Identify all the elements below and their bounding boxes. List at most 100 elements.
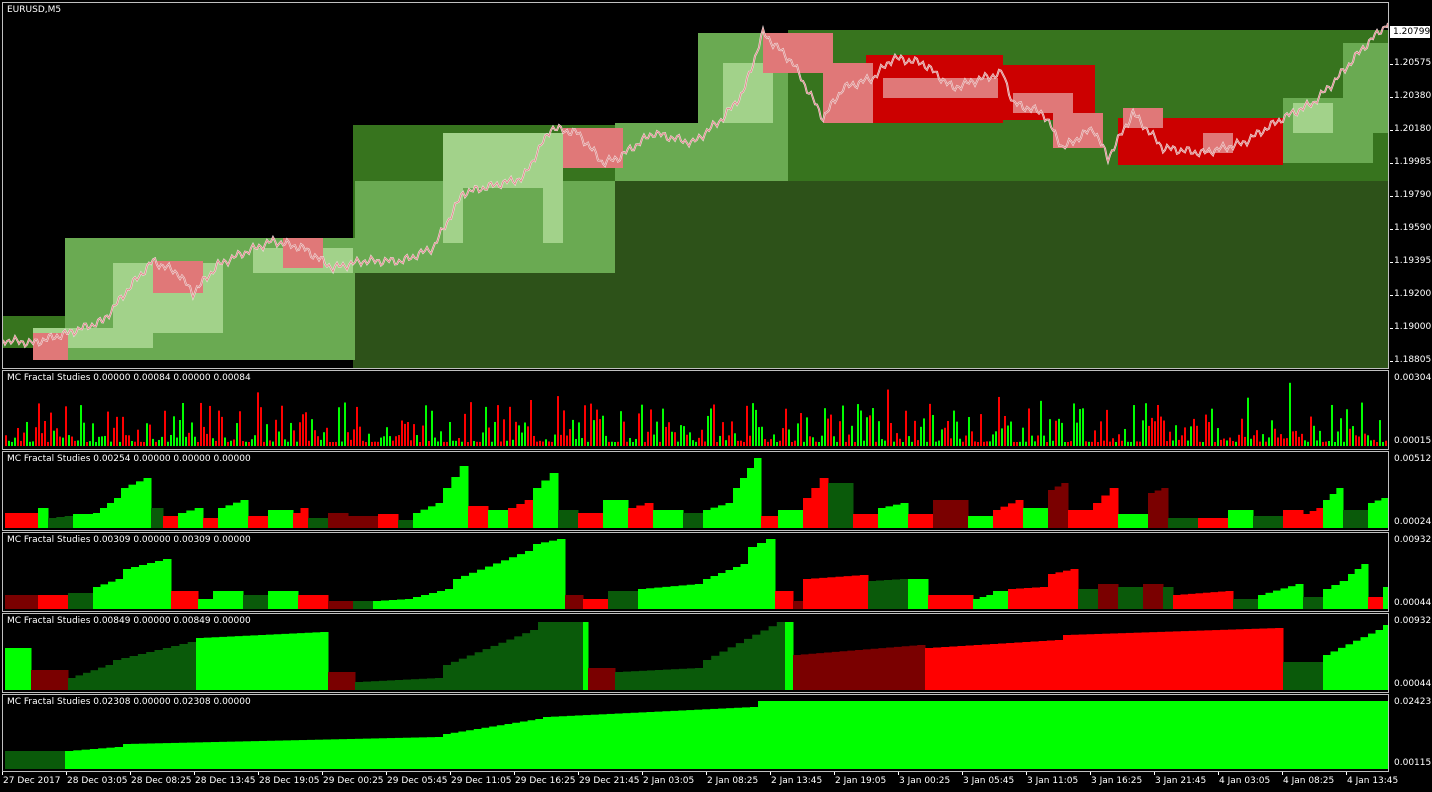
ramp-bar	[909, 701, 918, 769]
ramp-bar	[862, 649, 872, 690]
ramp-bar	[744, 638, 753, 690]
ramp-bar	[943, 595, 951, 609]
ramp-bar	[615, 672, 624, 690]
ramp-bar	[213, 591, 221, 609]
ramp-bar	[1339, 581, 1349, 609]
spike-bar	[1277, 437, 1279, 446]
ramp-bar	[474, 652, 484, 690]
indicator-pane-2[interactable]: MC Fractal Studies 0.00254 0.00000 0.000…	[2, 451, 1389, 531]
indicator-axis-4[interactable]: 0.00932 0.00044	[1390, 613, 1432, 693]
spike-bar	[368, 433, 370, 446]
ramp-bar	[250, 635, 259, 690]
ramp-bar	[694, 584, 704, 609]
ramp-bar	[5, 648, 15, 690]
spike-bar	[482, 432, 484, 446]
ramp-bar	[1024, 588, 1033, 609]
current-price-tag: 1.20799	[1390, 26, 1430, 38]
ramp-bar	[760, 630, 770, 690]
spike-bar	[581, 438, 583, 446]
ramp-bar	[458, 658, 468, 690]
ramp-bar	[108, 581, 116, 609]
ramp-bar	[242, 635, 251, 690]
price-tick-label: 1.18805	[1394, 355, 1432, 365]
spike-bar	[335, 441, 337, 446]
spike-bar	[479, 441, 481, 446]
spike-bar	[1373, 439, 1375, 446]
indicator-axis-3[interactable]: 0.00932 0.00044	[1390, 532, 1432, 612]
spike-bar	[206, 433, 208, 446]
time-axis[interactable]: 27 Dec 2017 28 Dec 03:05 28 Dec 08:25 28 De…	[0, 772, 1432, 792]
spike-bar	[146, 423, 148, 446]
spike-bar	[569, 429, 571, 446]
spike-bar	[782, 428, 784, 446]
ramp-bar	[1280, 588, 1289, 609]
ramp-bar	[789, 701, 799, 769]
indicator-pane-4[interactable]: MC Fractal Studies 0.00849 0.00000 0.008…	[2, 613, 1389, 693]
ramp-bar	[1316, 508, 1324, 528]
ramp-bar	[1000, 506, 1009, 528]
ramp-bar	[675, 510, 684, 528]
spike-bar	[755, 409, 757, 446]
ramp-bar	[344, 601, 354, 609]
ramp-bar	[1296, 510, 1304, 528]
spike-bar	[962, 441, 964, 446]
indicator-axis-2[interactable]: 0.00512 0.00024	[1390, 451, 1432, 531]
spike-bar	[188, 432, 190, 446]
indicator-axis-1[interactable]: 0.00304 0.00015	[1390, 370, 1432, 450]
spike-bar	[989, 441, 991, 446]
spike-bar	[1262, 434, 1264, 446]
ramp-bar	[1005, 701, 1014, 769]
ramp-bar	[57, 751, 66, 769]
spike-bar	[140, 441, 142, 446]
spike-bar	[11, 441, 13, 446]
ramp-bar	[1055, 572, 1064, 609]
price-chart-pane[interactable]: EURUSD,M5	[2, 2, 1389, 369]
ramp-bar	[81, 749, 91, 769]
spike-bar	[161, 436, 163, 446]
spike-bar	[1112, 438, 1114, 446]
indicator-pane-5[interactable]: MC Fractal Studies 0.02308 0.00000 0.023…	[2, 694, 1389, 772]
spike-bar	[779, 440, 781, 446]
spike-bar	[980, 414, 982, 446]
indicator-pane-1[interactable]: MC Fractal Studies 0.00000 0.00084 0.000…	[2, 370, 1389, 450]
spike-bar	[1145, 403, 1147, 446]
spike-bar	[863, 440, 865, 446]
time-tick-mark	[1154, 772, 1155, 775]
price-axis[interactable]: 1.20575 1.20380 1.20180 1.19985 1.19790 1.195…	[1390, 2, 1432, 369]
spike-bar	[305, 412, 307, 446]
spike-bar	[425, 405, 427, 446]
ramp-bar	[179, 742, 188, 769]
spike-bar	[1223, 438, 1225, 446]
time-tick-label: 29 Dec 21:45	[579, 776, 640, 786]
spike-bar	[1244, 436, 1246, 446]
ramp-bar	[68, 593, 77, 609]
ramp-bar	[1210, 592, 1219, 609]
ramp-bar	[496, 725, 506, 769]
spike-bar	[314, 430, 316, 446]
indicator-axis-5[interactable]: 0.02423 0.00115	[1390, 694, 1432, 772]
ramp-bar	[198, 599, 206, 609]
ramp-bar	[428, 506, 436, 528]
ramp-bar	[234, 636, 244, 690]
spike-bar	[1193, 418, 1195, 446]
ramp-bar	[1236, 510, 1246, 528]
spike-bar	[1202, 441, 1204, 446]
ramp-bar	[1086, 634, 1095, 690]
spike-bar	[677, 441, 679, 446]
ramp-bar	[703, 660, 712, 690]
ramp-bar	[419, 678, 428, 690]
ramp-bar	[1323, 655, 1331, 690]
spike-bar	[446, 441, 448, 446]
indicator-pane-3[interactable]: MC Fractal Studies 0.00309 0.00000 0.003…	[2, 532, 1389, 612]
ramp-bar	[1148, 701, 1158, 769]
ramp-bar	[831, 651, 841, 690]
ramp-bar	[413, 513, 421, 528]
ramp-bar	[427, 737, 436, 769]
price-tick-mark	[1390, 196, 1393, 197]
ramp-bar	[543, 717, 552, 769]
ramp-bar	[598, 714, 608, 769]
ramp-bar	[916, 514, 926, 528]
spike-bar	[947, 420, 949, 446]
ramp-bar	[1253, 516, 1261, 528]
spike-bar	[590, 403, 592, 446]
